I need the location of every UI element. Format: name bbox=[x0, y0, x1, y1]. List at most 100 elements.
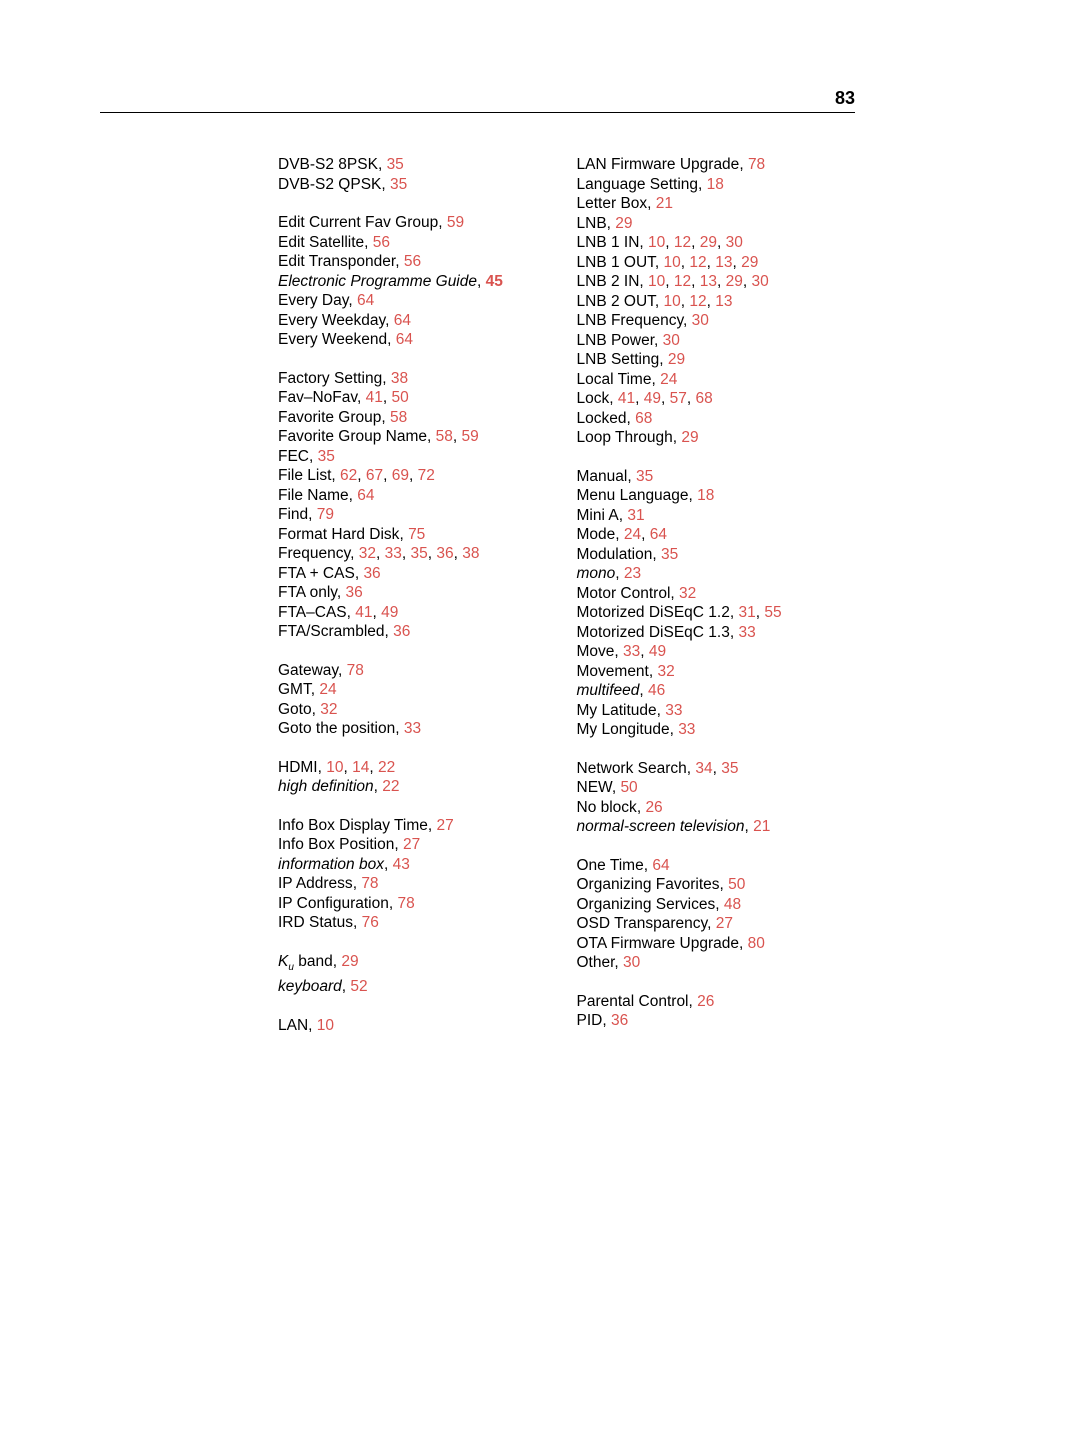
page-link[interactable]: 10 bbox=[326, 759, 343, 776]
page-link[interactable]: 72 bbox=[418, 467, 435, 484]
page-link[interactable]: 10 bbox=[317, 1017, 334, 1034]
page-link[interactable]: 41 bbox=[366, 389, 383, 406]
page-link[interactable]: 41 bbox=[618, 390, 635, 407]
page-link[interactable]: 50 bbox=[728, 876, 745, 893]
page-link[interactable]: 24 bbox=[319, 681, 336, 698]
page-link[interactable]: 32 bbox=[658, 663, 675, 680]
page-link[interactable]: 35 bbox=[318, 448, 335, 465]
page-link[interactable]: 27 bbox=[716, 915, 733, 932]
page-link[interactable]: 31 bbox=[627, 507, 644, 524]
page-link[interactable]: 36 bbox=[345, 584, 362, 601]
page-link[interactable]: 35 bbox=[410, 545, 427, 562]
page-link[interactable]: 29 bbox=[700, 234, 717, 251]
page-link[interactable]: 29 bbox=[341, 953, 358, 970]
page-link[interactable]: 35 bbox=[390, 176, 407, 193]
page-link[interactable]: 21 bbox=[656, 195, 673, 212]
page-link[interactable]: 59 bbox=[447, 214, 464, 231]
page-link[interactable]: 34 bbox=[695, 760, 712, 777]
page-link[interactable]: 29 bbox=[668, 351, 685, 368]
page-link[interactable]: 29 bbox=[681, 429, 698, 446]
page-link[interactable]: 29 bbox=[741, 254, 758, 271]
page-link[interactable]: 27 bbox=[403, 836, 420, 853]
page-link[interactable]: 12 bbox=[689, 293, 706, 310]
page-link[interactable]: 24 bbox=[624, 526, 641, 543]
page-link[interactable]: 76 bbox=[362, 914, 379, 931]
page-link[interactable]: 62 bbox=[340, 467, 357, 484]
page-link[interactable]: 21 bbox=[753, 818, 770, 835]
page-link[interactable]: 30 bbox=[726, 234, 743, 251]
page-link[interactable]: 36 bbox=[611, 1012, 628, 1029]
page-link[interactable]: 64 bbox=[357, 487, 374, 504]
page-link[interactable]: 12 bbox=[674, 234, 691, 251]
page-link[interactable]: 14 bbox=[352, 759, 369, 776]
page-link[interactable]: 31 bbox=[738, 604, 755, 621]
page-link[interactable]: 18 bbox=[707, 176, 724, 193]
page-link[interactable]: 29 bbox=[615, 215, 632, 232]
page-link[interactable]: 38 bbox=[462, 545, 479, 562]
page-link[interactable]: 45 bbox=[486, 273, 503, 290]
page-link[interactable]: 36 bbox=[363, 565, 380, 582]
page-link[interactable]: 58 bbox=[436, 428, 453, 445]
page-link[interactable]: 64 bbox=[394, 312, 411, 329]
page-link[interactable]: 13 bbox=[715, 293, 732, 310]
page-link[interactable]: 78 bbox=[347, 662, 364, 679]
page-link[interactable]: 78 bbox=[361, 875, 378, 892]
page-link[interactable]: 69 bbox=[392, 467, 409, 484]
page-link[interactable]: 48 bbox=[724, 896, 741, 913]
page-link[interactable]: 13 bbox=[700, 273, 717, 290]
page-link[interactable]: 30 bbox=[692, 312, 709, 329]
page-link[interactable]: 46 bbox=[648, 682, 665, 699]
page-link[interactable]: 33 bbox=[623, 643, 640, 660]
page-link[interactable]: 35 bbox=[661, 546, 678, 563]
page-link[interactable]: 79 bbox=[317, 506, 334, 523]
page-link[interactable]: 33 bbox=[385, 545, 402, 562]
page-link[interactable]: 64 bbox=[357, 292, 374, 309]
page-link[interactable]: 30 bbox=[752, 273, 769, 290]
page-link[interactable]: 33 bbox=[665, 702, 682, 719]
page-link[interactable]: 80 bbox=[748, 935, 765, 952]
page-link[interactable]: 59 bbox=[462, 428, 479, 445]
page-link[interactable]: 30 bbox=[663, 332, 680, 349]
page-link[interactable]: 32 bbox=[320, 701, 337, 718]
page-link[interactable]: 75 bbox=[408, 526, 425, 543]
page-link[interactable]: 64 bbox=[652, 857, 669, 874]
page-link[interactable]: 36 bbox=[436, 545, 453, 562]
page-link[interactable]: 50 bbox=[391, 389, 408, 406]
page-link[interactable]: 10 bbox=[648, 234, 665, 251]
page-link[interactable]: 22 bbox=[378, 759, 395, 776]
page-link[interactable]: 26 bbox=[697, 993, 714, 1010]
page-link[interactable]: 23 bbox=[624, 565, 641, 582]
page-link[interactable]: 29 bbox=[726, 273, 743, 290]
page-link[interactable]: 24 bbox=[660, 371, 677, 388]
page-link[interactable]: 57 bbox=[670, 390, 687, 407]
page-link[interactable]: 78 bbox=[398, 895, 415, 912]
page-link[interactable]: 56 bbox=[373, 234, 390, 251]
page-link[interactable]: 10 bbox=[664, 293, 681, 310]
page-link[interactable]: 49 bbox=[644, 390, 661, 407]
page-link[interactable]: 67 bbox=[366, 467, 383, 484]
page-link[interactable]: 43 bbox=[393, 856, 410, 873]
page-link[interactable]: 49 bbox=[381, 604, 398, 621]
page-link[interactable]: 32 bbox=[679, 585, 696, 602]
page-link[interactable]: 68 bbox=[635, 410, 652, 427]
page-link[interactable]: 50 bbox=[620, 779, 637, 796]
page-link[interactable]: 10 bbox=[648, 273, 665, 290]
page-link[interactable]: 33 bbox=[678, 721, 695, 738]
page-link[interactable]: 49 bbox=[649, 643, 666, 660]
page-link[interactable]: 26 bbox=[645, 799, 662, 816]
page-link[interactable]: 35 bbox=[721, 760, 738, 777]
page-link[interactable]: 64 bbox=[650, 526, 667, 543]
page-link[interactable]: 12 bbox=[689, 254, 706, 271]
page-link[interactable]: 41 bbox=[355, 604, 372, 621]
page-link[interactable]: 36 bbox=[393, 623, 410, 640]
page-link[interactable]: 68 bbox=[696, 390, 713, 407]
page-link[interactable]: 64 bbox=[396, 331, 413, 348]
page-link[interactable]: 35 bbox=[636, 468, 653, 485]
page-link[interactable]: 56 bbox=[404, 253, 421, 270]
page-link[interactable]: 52 bbox=[350, 978, 367, 995]
page-link[interactable]: 33 bbox=[404, 720, 421, 737]
page-link[interactable]: 30 bbox=[623, 954, 640, 971]
page-link[interactable]: 58 bbox=[390, 409, 407, 426]
page-link[interactable]: 10 bbox=[664, 254, 681, 271]
page-link[interactable]: 38 bbox=[391, 370, 408, 387]
